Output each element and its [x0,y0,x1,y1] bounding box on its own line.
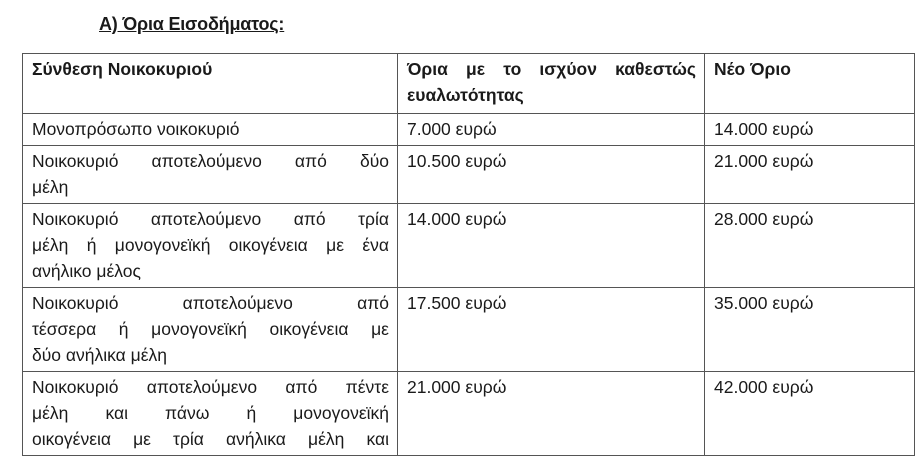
current-limit-cell: 7.000 ευρώ [397,113,705,146]
cell-text-line: τέσσερα ή μονογονεϊκή οικογένεια με [32,319,389,339]
cell-text: 14.000 ευρώ [407,209,507,229]
cell-text-line: ανήλικο μέλος [32,261,141,281]
table-row: Νοικοκυριό αποτελούμενο από δύο μέλη 10.50… [22,145,915,204]
cell-text-line: Μονοπρόσωπο νοικοκυριό [32,119,240,139]
cell-text-line: Νέο Όριο [714,59,791,79]
current-limit-cell: 14.000 ευρώ [397,203,705,288]
column-header: Νέο Όριο [704,53,915,114]
new-limit-cell: 35.000 ευρώ [704,287,915,372]
table-row: Νοικοκυριό αποτελούμενο από τρία μέλη ή μ… [22,203,915,288]
cell-text-line: Όρια με το ισχύον καθεστώς [407,59,696,79]
cell-text-line: Σύνθεση Νοικοκυριού [32,59,213,79]
cell-text-line: μέλη και πάνω ή μονογονεϊκή [32,403,389,423]
cell-text: 42.000 ευρώ [714,377,814,397]
cell-text: 17.500 ευρώ [407,293,507,313]
current-limit-cell: 17.500 ευρώ [397,287,705,372]
table-row: Νοικοκυριό αποτελούμενο από τέσσερα ή μον… [22,287,915,372]
household-composition-cell: Νοικοκυριό αποτελούμενο από τρία μέλη ή μ… [22,203,398,288]
table-row: Νοικοκυριό αποτελούμενο από πέντε μέλη κα… [22,371,915,456]
cell-text: 10.500 ευρώ [407,151,507,171]
household-composition-cell: Μονοπρόσωπο νοικοκυριό [22,113,398,146]
new-limit-cell: 14.000 ευρώ [704,113,915,146]
cell-text-line: ευαλωτότητας [407,85,524,105]
new-limit-cell: 28.000 ευρώ [704,203,915,288]
cell-text-line: μέλη [32,177,69,197]
cell-text: 28.000 ευρώ [714,209,814,229]
new-limit-cell: 42.000 ευρώ [704,371,915,456]
current-limit-cell: 10.500 ευρώ [397,145,705,204]
household-composition-cell: Νοικοκυριό αποτελούμενο από δύο μέλη [22,145,398,204]
cell-text: 7.000 ευρώ [407,119,497,139]
section-title: Α) Όρια Εισοδήματος: [99,14,285,34]
household-composition-cell: Νοικοκυριό αποτελούμενο από τέσσερα ή μον… [22,287,398,372]
household-composition-cell: Νοικοκυριό αποτελούμενο από πέντε μέλη κα… [22,371,398,456]
table-header-row: Σύνθεση Νοικοκυριού Όρια με το ισχύον καθ… [22,53,915,114]
current-limit-cell: 21.000 ευρώ [397,371,705,456]
cell-text-line: δύο ανήλικα μέλη [32,345,168,365]
cell-text: 21.000 ευρώ [407,377,507,397]
table-row: Μονοπρόσωπο νοικοκυριό 7.000 ευρώ 14.000 ε… [22,113,915,146]
cell-text-line: οικογένεια με τρία ανήλικα μέλη και [32,429,389,449]
cell-text-line: Νοικοκυριό αποτελούμενο από δύο [32,151,389,171]
column-header: Όρια με το ισχύον καθεστώς ευαλωτότητας [397,53,705,114]
cell-text-line: Νοικοκυριό αποτελούμενο από [32,293,389,313]
cell-text-line: μέλη ή μονογονεϊκή οικογένεια με ένα [32,235,389,255]
cell-text: 21.000 ευρώ [714,151,814,171]
cell-text: 14.000 ευρώ [714,119,814,139]
cell-text: 35.000 ευρώ [714,293,814,313]
new-limit-cell: 21.000 ευρώ [704,145,915,204]
cell-text-line: Νοικοκυριό αποτελούμενο από πέντε [32,377,389,397]
column-header: Σύνθεση Νοικοκυριού [22,53,398,114]
income-limits-table: Σύνθεση Νοικοκυριού Όρια με το ισχύον καθ… [22,53,915,456]
cell-text-line: Νοικοκυριό αποτελούμενο από τρία [32,209,389,229]
